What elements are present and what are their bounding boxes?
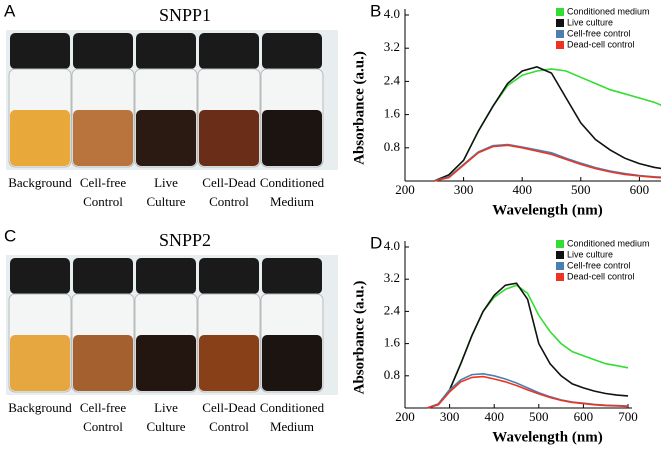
- y-tick-label: 0.8: [384, 367, 400, 382]
- x-tick-label: 500: [529, 409, 549, 424]
- legend-label: Dead-cell control: [567, 39, 635, 49]
- vial-cap: [136, 33, 196, 69]
- vial-label: Conditioned: [260, 400, 325, 415]
- series-line: [427, 282, 629, 409]
- x-tick-label: 600: [574, 409, 594, 424]
- vial-label: Control: [209, 419, 249, 434]
- panel-label: A: [4, 1, 16, 20]
- legend-swatch: [556, 8, 564, 16]
- legend-swatch: [556, 273, 564, 281]
- vial-label: Cell-Dead: [202, 400, 256, 415]
- legend-swatch: [556, 262, 564, 270]
- legend-swatch: [556, 30, 564, 38]
- legend-label: Cell-free control: [567, 260, 631, 270]
- x-tick-label: 400: [512, 182, 532, 197]
- series-line: [434, 144, 661, 182]
- vial-cap: [199, 33, 259, 69]
- panel-label: C: [4, 226, 16, 245]
- x-tick-label: 200: [395, 182, 415, 197]
- vial-label: Conditioned: [260, 175, 325, 190]
- y-tick-label: 3.2: [384, 270, 400, 285]
- vial-cap: [136, 258, 196, 294]
- vial-cap: [262, 258, 322, 294]
- y-tick-label: 4.0: [384, 238, 400, 253]
- legend-swatch: [556, 41, 564, 49]
- y-axis-label: Absorbance (a.u.): [351, 51, 367, 165]
- vial-label: Medium: [270, 419, 314, 434]
- vial-label: Culture: [147, 194, 186, 209]
- vial-liquid: [10, 335, 70, 391]
- vial-label: Control: [83, 419, 123, 434]
- panel-label: B: [370, 1, 381, 20]
- legend-swatch: [556, 240, 564, 248]
- x-tick-label: 300: [454, 182, 474, 197]
- y-tick-label: 2.4: [384, 72, 401, 87]
- x-tick-label: 300: [440, 409, 460, 424]
- vial-liquid: [199, 110, 259, 166]
- vial-cap: [73, 258, 133, 294]
- vial-label: Control: [83, 194, 123, 209]
- y-axis-label: Absorbance (a.u.): [351, 281, 367, 395]
- y-tick-label: 4.0: [384, 6, 400, 21]
- legend-label: Conditioned medium: [567, 6, 650, 16]
- vial-label: Control: [209, 194, 249, 209]
- vial-liquid: [262, 110, 322, 166]
- series-line: [433, 66, 661, 182]
- y-tick-label: 3.2: [384, 39, 400, 54]
- vial-label: Culture: [147, 419, 186, 434]
- legend-label: Dead-cell control: [567, 271, 635, 281]
- y-tick-label: 2.4: [384, 302, 401, 317]
- vial-liquid: [136, 335, 196, 391]
- vial-liquid: [10, 110, 70, 166]
- y-tick-label: 0.8: [384, 139, 400, 154]
- legend-swatch: [556, 251, 564, 259]
- vial-label: Cell-free: [80, 400, 126, 415]
- legend-label: Live culture: [567, 249, 613, 259]
- vial-label: Medium: [270, 194, 314, 209]
- vial-label: Background: [8, 400, 72, 415]
- x-tick-label: 400: [484, 409, 504, 424]
- series-line: [427, 375, 629, 409]
- legend-label: Live culture: [567, 17, 613, 27]
- vial-liquid: [73, 110, 133, 166]
- panel-label: D: [370, 233, 382, 252]
- vial-label: Cell-free: [80, 175, 126, 190]
- vial-label: Live: [154, 400, 178, 415]
- vial-cap: [199, 258, 259, 294]
- vial-liquid: [136, 110, 196, 166]
- vial-cap: [262, 33, 322, 69]
- vial-liquid: [73, 335, 133, 391]
- vial-liquid: [199, 335, 259, 391]
- vial-liquid: [262, 335, 322, 391]
- photo-title: SNPP2: [159, 230, 211, 250]
- x-tick-label: 600: [630, 182, 650, 197]
- vial-cap: [10, 33, 70, 69]
- x-tick-label: 500: [571, 182, 591, 197]
- series-line: [433, 68, 661, 182]
- x-axis-label: Wavelength (nm): [492, 202, 602, 218]
- vial-cap: [73, 33, 133, 69]
- legend-label: Conditioned medium: [567, 238, 650, 248]
- photo-title: SNPP1: [159, 5, 211, 25]
- series-line: [427, 372, 629, 409]
- x-axis-label: Wavelength (nm): [492, 429, 602, 445]
- legend-swatch: [556, 19, 564, 27]
- x-tick-label: 200: [395, 409, 415, 424]
- y-tick-label: 1.6: [384, 106, 401, 121]
- x-tick-label: 700: [618, 409, 638, 424]
- vial-label: Live: [154, 175, 178, 190]
- vial-label: Cell-Dead: [202, 175, 256, 190]
- y-tick-label: 1.6: [384, 335, 401, 350]
- legend-label: Cell-free control: [567, 28, 631, 38]
- vial-label: Background: [8, 175, 72, 190]
- vial-cap: [10, 258, 70, 294]
